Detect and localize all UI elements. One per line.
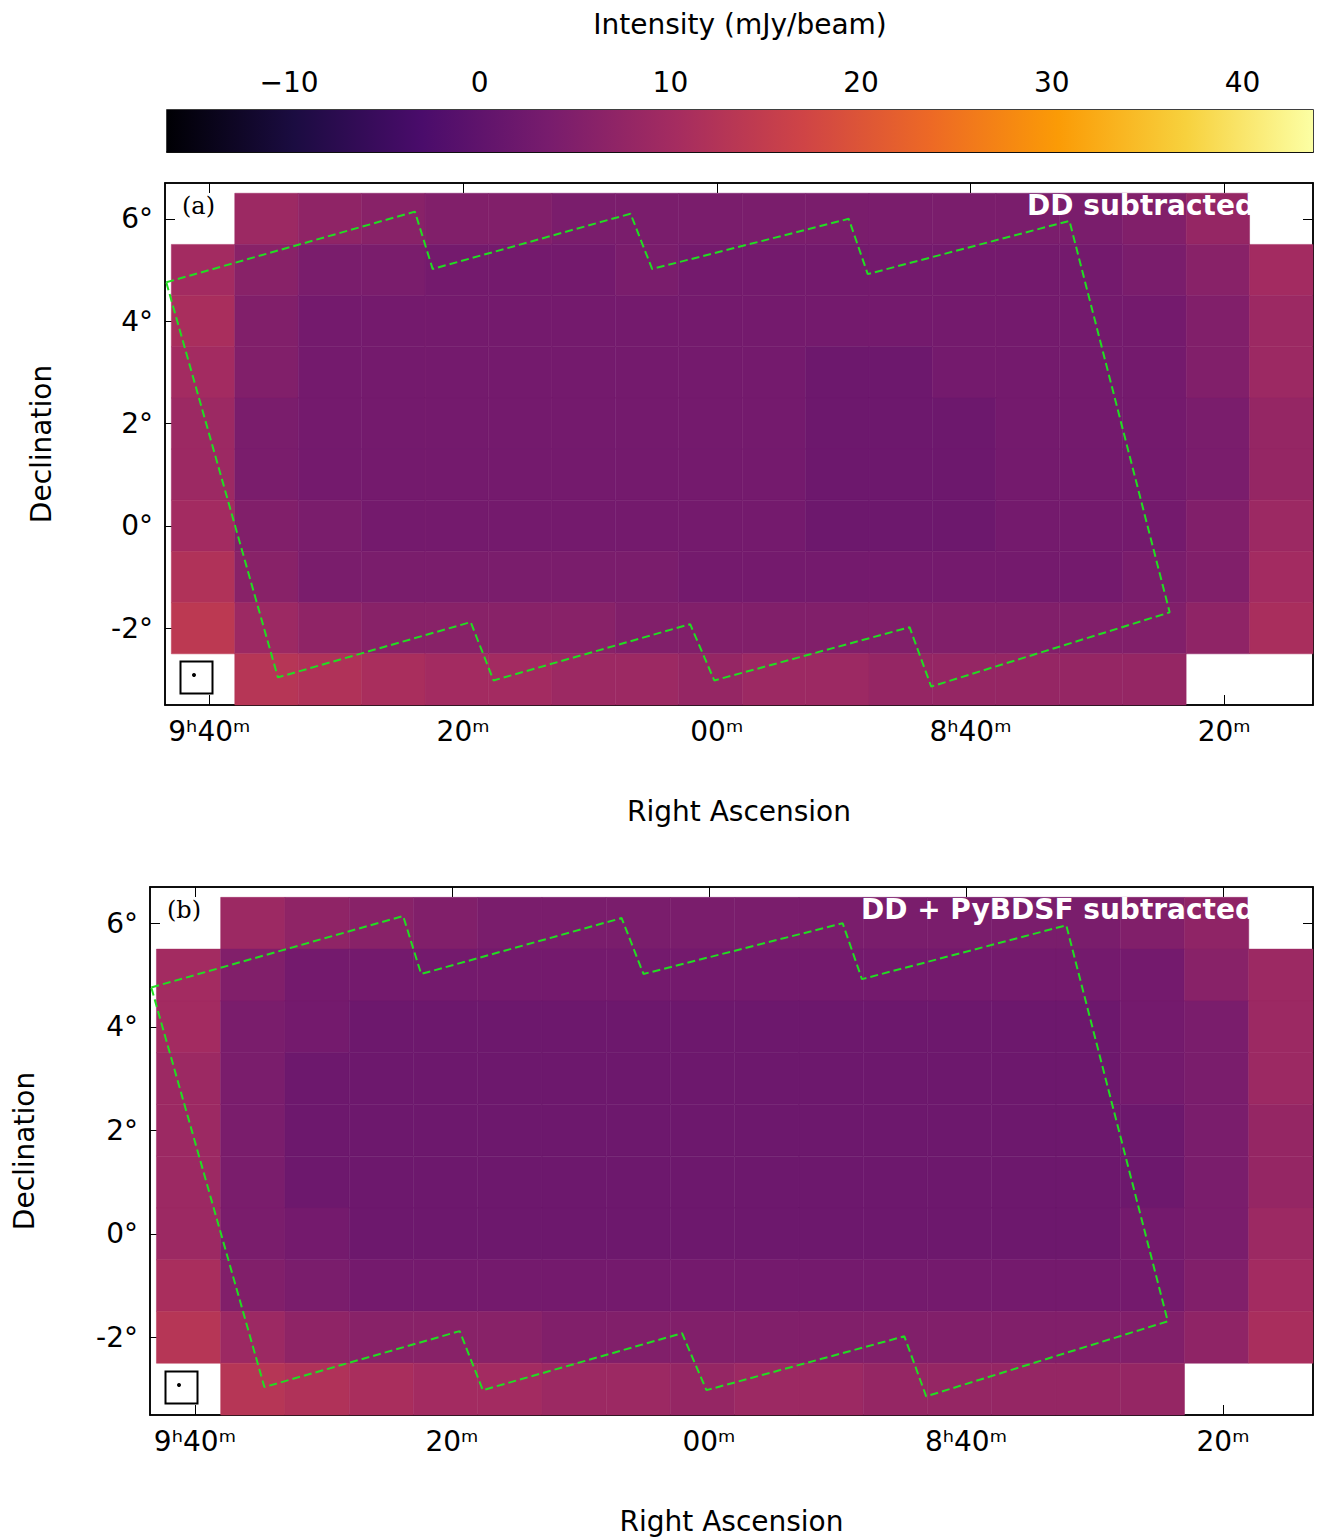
svg-text:20ᵐ: 20ᵐ [1198,715,1251,748]
svg-text:2°: 2° [121,407,153,440]
svg-text:6°: 6° [106,907,138,940]
svg-text:30: 30 [1034,66,1070,99]
svg-text:-2°: -2° [96,1321,138,1354]
svg-text:4°: 4° [121,305,153,338]
svg-text:4°: 4° [106,1010,138,1043]
svg-text:Declination: Declination [8,1072,41,1230]
svg-text:DD + PyBDSF subtracted: DD + PyBDSF subtracted [861,893,1255,926]
svg-text:(a): (a) [182,192,215,220]
svg-text:DD subtracted: DD subtracted [1027,189,1255,222]
svg-text:0: 0 [471,66,489,99]
svg-text:Right Ascension: Right Ascension [620,1505,844,1537]
svg-text:0°: 0° [106,1217,138,1250]
svg-text:10: 10 [653,66,689,99]
svg-text:Declination: Declination [25,365,58,523]
svg-text:Intensity (mJy/beam): Intensity (mJy/beam) [593,8,887,41]
svg-text:0°: 0° [121,509,153,542]
svg-text:8ʰ40ᵐ: 8ʰ40ᵐ [925,1425,1007,1458]
svg-text:(b): (b) [167,896,201,924]
svg-text:00ᵐ: 00ᵐ [682,1425,735,1458]
svg-text:40: 40 [1225,66,1261,99]
svg-text:Right Ascension: Right Ascension [627,795,851,828]
svg-text:-2°: -2° [111,612,153,645]
svg-text:20ᵐ: 20ᵐ [437,715,490,748]
svg-text:20ᵐ: 20ᵐ [425,1425,478,1458]
svg-text:20ᵐ: 20ᵐ [1197,1425,1250,1458]
svg-text:20: 20 [843,66,879,99]
svg-text:9ʰ40ᵐ: 9ʰ40ᵐ [168,715,250,748]
svg-text:6°: 6° [121,202,153,235]
svg-text:8ʰ40ᵐ: 8ʰ40ᵐ [929,715,1011,748]
svg-text:−10: −10 [259,66,318,99]
svg-text:2°: 2° [106,1114,138,1147]
svg-text:00ᵐ: 00ᵐ [690,715,743,748]
svg-text:9ʰ40ᵐ: 9ʰ40ᵐ [154,1425,236,1458]
